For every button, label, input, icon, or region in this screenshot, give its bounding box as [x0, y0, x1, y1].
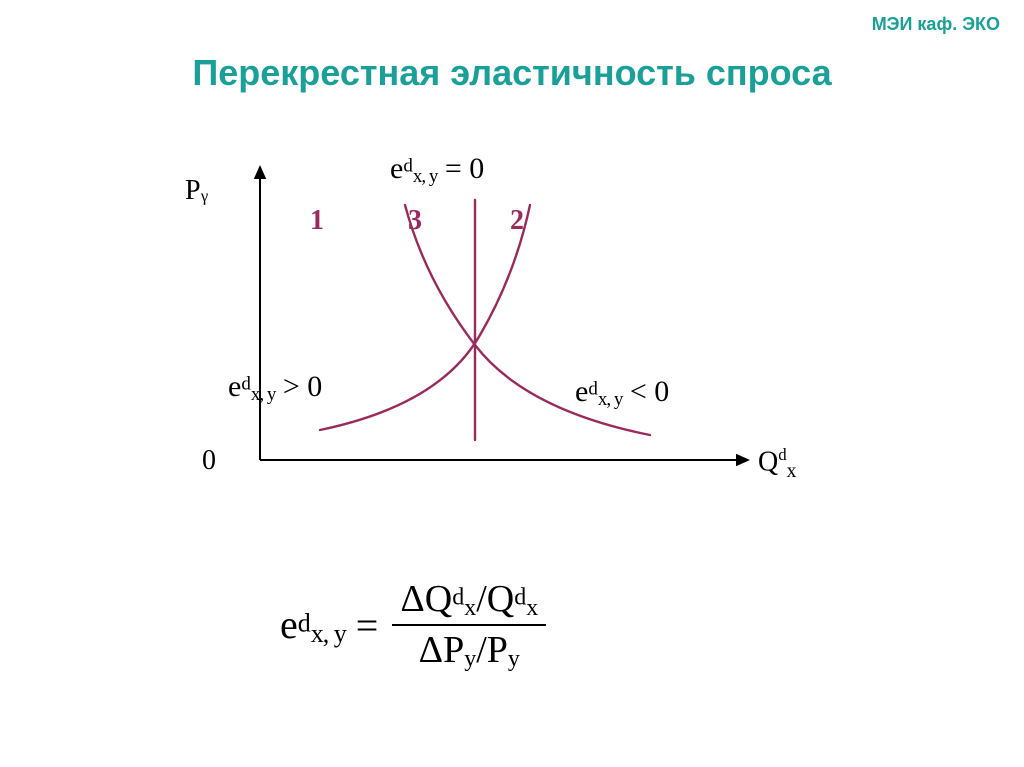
- x-axis-label: Qdx: [758, 445, 796, 483]
- annotation-e-greater-zero: edx, y > 0: [228, 370, 322, 406]
- curve-label-3: 3: [408, 205, 422, 237]
- formula-fraction: ΔQdx/Qdx ΔPy/Py: [392, 575, 546, 675]
- formula-numerator: ΔQdx/Qdx: [392, 575, 546, 624]
- annotation-e-less-zero: edx, y < 0: [575, 375, 669, 411]
- formula-lhs: edx, y: [280, 601, 346, 649]
- origin-label: 0: [202, 445, 216, 477]
- y-axis-label: Pᵧ: [185, 175, 208, 207]
- elasticity-chart: Pᵧ 0 Qdx 1 3 2: [230, 165, 750, 495]
- annotation-e-equals-zero: edx, y = 0: [390, 152, 484, 188]
- header-affiliation: МЭИ каф. ЭКО: [872, 14, 1000, 35]
- curve-label-2: 2: [510, 205, 524, 237]
- curve-label-1: 1: [310, 205, 324, 237]
- page-title: Перекрестная эластичность спроса: [0, 52, 1024, 94]
- formula-denominator: ΔPy/Py: [411, 626, 528, 675]
- chart-svg: [230, 165, 750, 495]
- formula-equals: =: [356, 602, 379, 649]
- cross-elasticity-formula: edx, y = ΔQdx/Qdx ΔPy/Py: [280, 575, 546, 675]
